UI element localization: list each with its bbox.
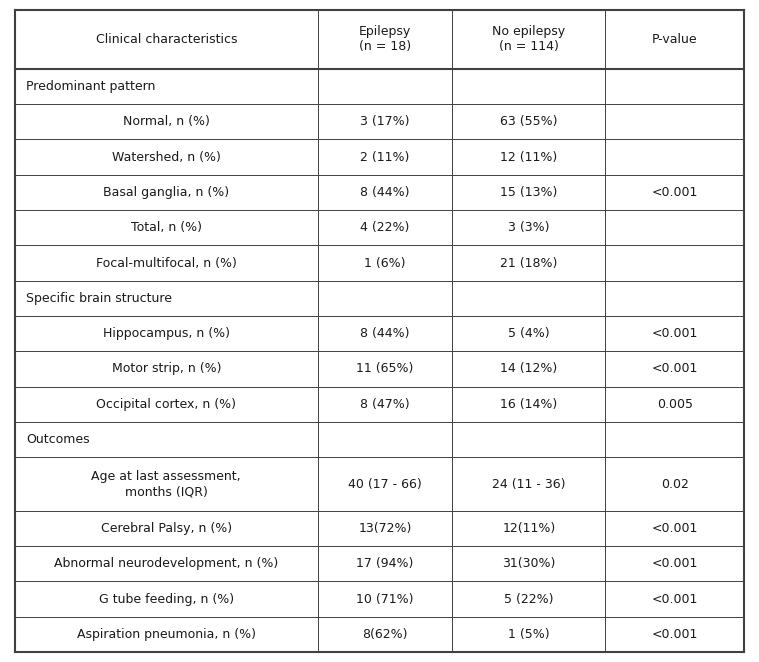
Text: 0.02: 0.02	[661, 477, 688, 491]
Text: Watershed, n (%): Watershed, n (%)	[112, 151, 221, 164]
Text: <0.001: <0.001	[651, 186, 698, 199]
Text: 8 (44%): 8 (44%)	[361, 327, 410, 340]
Text: 11 (65%): 11 (65%)	[356, 363, 414, 375]
Text: P-value: P-value	[652, 33, 698, 46]
Text: 0.005: 0.005	[657, 398, 693, 411]
Text: Specific brain structure: Specific brain structure	[27, 292, 172, 305]
Text: Abnormal neurodevelopment, n (%): Abnormal neurodevelopment, n (%)	[54, 557, 279, 570]
Text: Motor strip, n (%): Motor strip, n (%)	[112, 363, 221, 375]
Text: 12 (11%): 12 (11%)	[500, 151, 558, 164]
Text: 14 (12%): 14 (12%)	[500, 363, 558, 375]
Text: G tube feeding, n (%): G tube feeding, n (%)	[99, 592, 234, 606]
Text: Focal-multifocal, n (%): Focal-multifocal, n (%)	[96, 257, 237, 269]
Text: Predominant pattern: Predominant pattern	[27, 80, 156, 93]
Text: Total, n (%): Total, n (%)	[131, 221, 202, 234]
Text: Normal, n (%): Normal, n (%)	[123, 115, 209, 128]
Text: Aspiration pneumonia, n (%): Aspiration pneumonia, n (%)	[77, 628, 256, 641]
Text: 16 (14%): 16 (14%)	[500, 398, 558, 411]
Text: 8 (44%): 8 (44%)	[361, 186, 410, 199]
Text: 17 (94%): 17 (94%)	[356, 557, 414, 570]
Text: Clinical characteristics: Clinical characteristics	[96, 33, 237, 46]
Text: <0.001: <0.001	[651, 557, 698, 570]
Text: 31(30%): 31(30%)	[502, 557, 556, 570]
Text: 3 (17%): 3 (17%)	[361, 115, 410, 128]
Text: 13(72%): 13(72%)	[358, 522, 411, 535]
Text: Age at last assessment,
months (IQR): Age at last assessment, months (IQR)	[91, 470, 241, 498]
Text: Cerebral Palsy, n (%): Cerebral Palsy, n (%)	[101, 522, 231, 535]
Text: Hippocampus, n (%): Hippocampus, n (%)	[102, 327, 230, 340]
Text: 24 (11 - 36): 24 (11 - 36)	[492, 477, 565, 491]
Text: <0.001: <0.001	[651, 327, 698, 340]
Text: 2 (11%): 2 (11%)	[361, 151, 410, 164]
Text: No epilepsy
(n = 114): No epilepsy (n = 114)	[493, 25, 565, 54]
Text: 40 (17 - 66): 40 (17 - 66)	[348, 477, 422, 491]
Text: Epilepsy
(n = 18): Epilepsy (n = 18)	[359, 25, 411, 54]
Text: 5 (22%): 5 (22%)	[504, 592, 554, 606]
Text: Outcomes: Outcomes	[27, 433, 90, 446]
Text: <0.001: <0.001	[651, 363, 698, 375]
Text: 63 (55%): 63 (55%)	[500, 115, 558, 128]
Text: 15 (13%): 15 (13%)	[500, 186, 558, 199]
Text: 3 (3%): 3 (3%)	[509, 221, 550, 234]
Text: <0.001: <0.001	[651, 628, 698, 641]
Text: 8 (47%): 8 (47%)	[361, 398, 410, 411]
Text: 1 (5%): 1 (5%)	[508, 628, 550, 641]
Text: 10 (71%): 10 (71%)	[356, 592, 414, 606]
Text: Basal ganglia, n (%): Basal ganglia, n (%)	[103, 186, 229, 199]
Text: <0.001: <0.001	[651, 522, 698, 535]
Text: 12(11%): 12(11%)	[502, 522, 556, 535]
Text: Occipital cortex, n (%): Occipital cortex, n (%)	[96, 398, 236, 411]
Text: 1 (6%): 1 (6%)	[364, 257, 406, 269]
Text: 21 (18%): 21 (18%)	[500, 257, 558, 269]
Text: 8(62%): 8(62%)	[362, 628, 408, 641]
Text: <0.001: <0.001	[651, 592, 698, 606]
Text: 5 (4%): 5 (4%)	[508, 327, 550, 340]
Text: 4 (22%): 4 (22%)	[361, 221, 410, 234]
